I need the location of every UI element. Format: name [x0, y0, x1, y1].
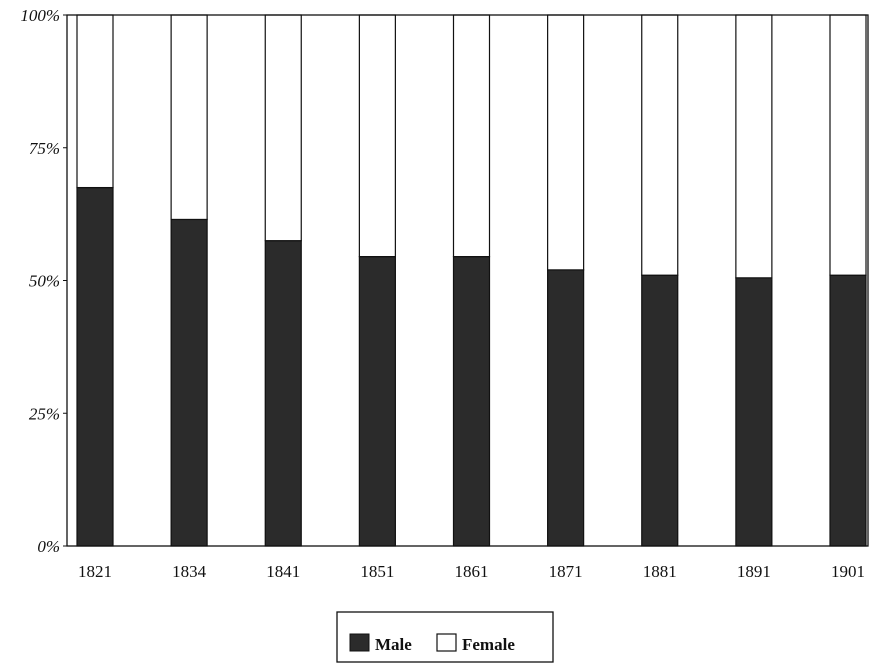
bars-group	[76, 14, 867, 547]
y-tick-label: 75%	[29, 139, 60, 158]
bar-female-1871	[547, 14, 585, 271]
bar-male-1821	[76, 186, 114, 547]
bar-female-1821	[76, 14, 114, 189]
legend: Male Female	[336, 611, 554, 663]
bar-female-1834	[170, 14, 208, 221]
bar-female-1881	[641, 14, 679, 276]
bar-male-1834	[170, 218, 208, 547]
bar-female-1851	[358, 14, 396, 258]
x-tick-label: 1861	[455, 562, 489, 581]
x-tick-label: 1851	[360, 562, 394, 581]
x-tick-label: 1841	[266, 562, 300, 581]
y-tick-label: 25%	[29, 404, 60, 423]
x-tick-label: 1821	[78, 562, 112, 581]
bar-female-1891	[735, 14, 773, 279]
bar-male-1851	[358, 256, 396, 547]
bar-male-1881	[641, 274, 679, 547]
bar-female-1841	[264, 14, 302, 242]
x-tick-label: 1871	[549, 562, 583, 581]
legend-label-male: Male	[375, 635, 412, 654]
x-tick-label: 1834	[172, 562, 207, 581]
legend-swatch-male	[349, 633, 370, 652]
bar-male-1841	[264, 240, 302, 547]
x-tick-label: 1901	[831, 562, 865, 581]
y-tick-label: 100%	[20, 6, 60, 25]
legend-swatch-female	[436, 633, 457, 652]
x-tick-label: 1881	[643, 562, 677, 581]
y-axis-ticks: 0% 25% 50% 75% 100%	[20, 6, 67, 556]
legend-label-female: Female	[462, 635, 515, 654]
bar-male-1871	[547, 269, 585, 547]
bar-female-1861	[452, 14, 491, 258]
y-tick-label: 50%	[29, 272, 60, 291]
bar-male-1891	[735, 277, 773, 547]
x-axis-ticks: 1821 1834 1841 1851 1861 1871 1881 1891 1901	[78, 562, 865, 581]
y-tick-label: 0%	[37, 537, 60, 556]
x-tick-label: 1891	[737, 562, 771, 581]
bar-male-1901	[829, 274, 867, 547]
bar-female-1901	[829, 14, 867, 276]
bar-male-1861	[452, 256, 491, 547]
